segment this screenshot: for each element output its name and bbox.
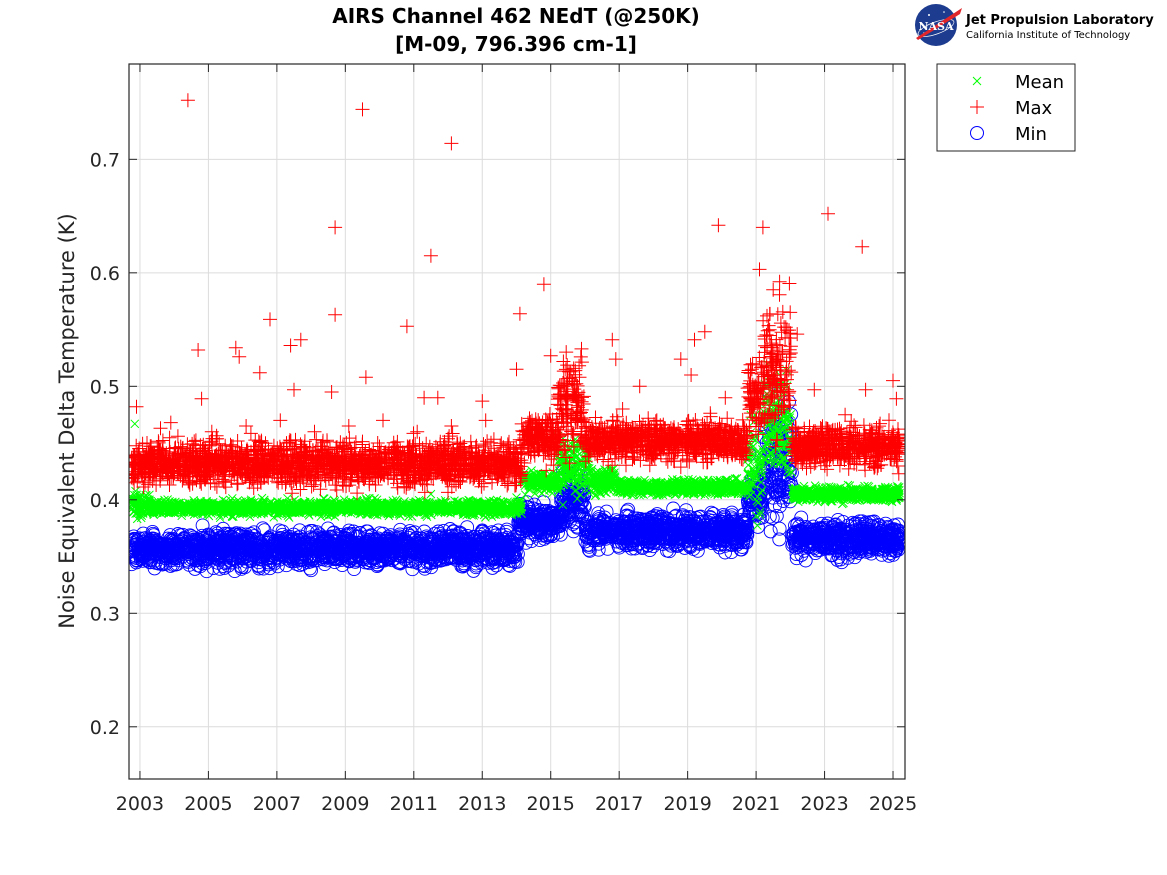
min-point: [305, 524, 320, 538]
chart-title-line-2: [M-09, 796.396 cm-1]: [395, 32, 637, 56]
min-point: [255, 521, 270, 536]
series-min: [129, 383, 905, 579]
chart-title-line-1: AIRS Channel 462 NEdT (@250K): [332, 4, 700, 28]
